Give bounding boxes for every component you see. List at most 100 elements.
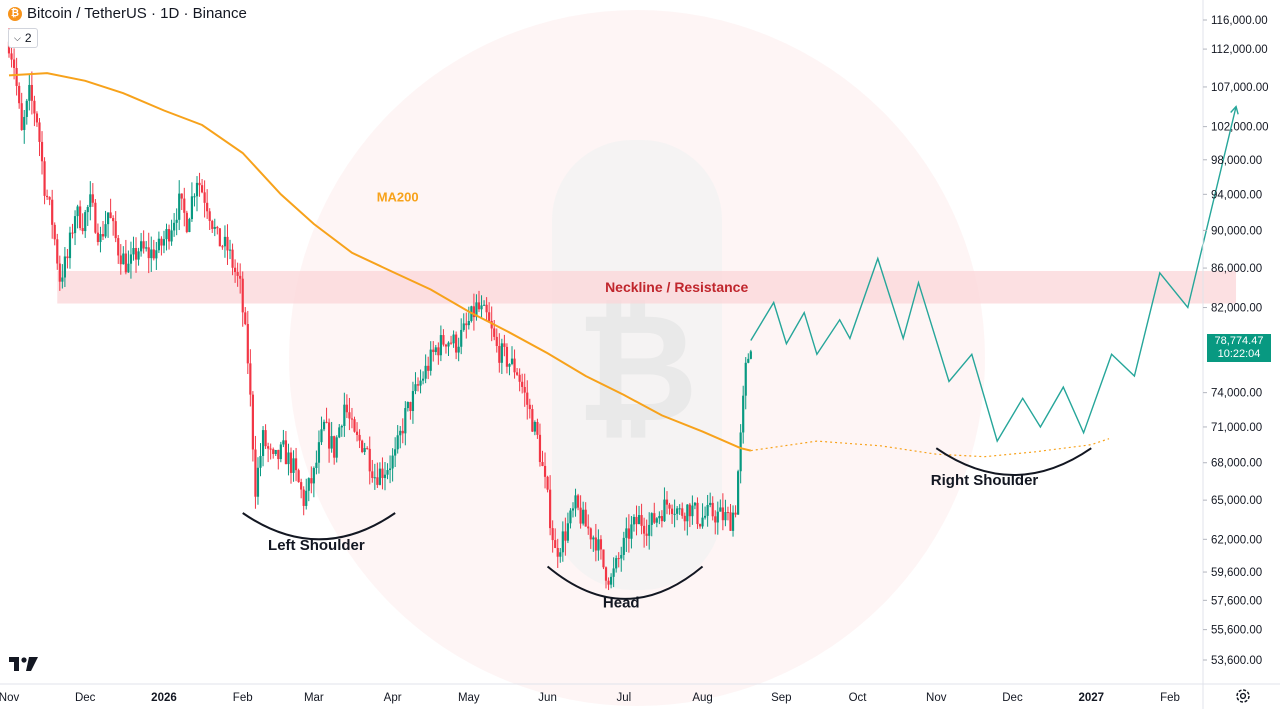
candle-body: [119, 255, 122, 265]
price-tick-label: 112,000.00: [1211, 44, 1268, 56]
candle-body: [404, 408, 407, 434]
candle-body: [249, 363, 252, 395]
candle-body: [462, 323, 465, 330]
candle-body: [132, 248, 135, 255]
candle-body: [561, 531, 564, 553]
candle-body: [134, 248, 138, 260]
candle-body: [739, 432, 742, 472]
candle-body: [127, 263, 130, 273]
candle-body: [190, 196, 194, 220]
candle-body: [609, 576, 613, 585]
candle-body: [256, 467, 260, 497]
candle-body: [368, 448, 371, 472]
candle-body: [627, 528, 630, 539]
neckline-zone-rect: [57, 270, 1237, 304]
candle-body: [582, 509, 585, 524]
candle-body: [12, 59, 16, 68]
annotations: Left Shoulder Head Right Shoulder MA200: [268, 189, 1038, 611]
candle-body: [434, 347, 437, 353]
projection-arrowhead: [1230, 105, 1239, 115]
symbol-header[interactable]: ₿ Bitcoin / TetherUS · 1D · Binance: [8, 5, 247, 22]
candle-body: [490, 320, 493, 329]
candle-body: [467, 320, 470, 326]
candle-body: [749, 351, 752, 359]
candle-body: [660, 516, 664, 522]
candle-body: [505, 346, 509, 367]
candle-body: [711, 502, 714, 517]
candle-body: [35, 113, 39, 123]
candle-body: [10, 53, 13, 60]
candle-body: [91, 194, 94, 203]
candle-body: [305, 490, 308, 506]
candle-body: [703, 515, 707, 518]
candle-body: [277, 449, 280, 460]
candle-body: [538, 434, 542, 463]
candle-body: [406, 402, 409, 409]
candle-body: [678, 508, 681, 510]
candle-body: [472, 306, 476, 318]
price-tick-label: 94,000.00: [1211, 189, 1262, 201]
candle-body: [200, 185, 204, 193]
ma200-line: [8, 72, 752, 452]
candle-body: [124, 253, 127, 273]
candle-body: [99, 234, 102, 243]
candle-body: [439, 335, 442, 356]
candle-body: [297, 470, 300, 483]
candle-body: [437, 347, 440, 356]
candle-body: [345, 404, 348, 413]
candle-body: [526, 392, 529, 405]
candle-body: [366, 448, 369, 450]
price-tick-label: 116,000.00: [1211, 15, 1268, 27]
candle-body: [632, 516, 636, 525]
candle-body: [396, 435, 399, 450]
pattern-arcs: [242, 447, 1092, 600]
candle-body: [23, 116, 26, 130]
candle-body: [28, 84, 31, 101]
candle-body: [371, 471, 374, 478]
candle-body: [38, 122, 41, 142]
last-price-tag: 78,774.47 10:22:04: [1207, 334, 1271, 362]
candle-body: [84, 212, 87, 232]
gear-icon[interactable]: [1234, 687, 1252, 705]
candle-body: [325, 421, 328, 423]
candle-body: [399, 430, 402, 436]
candle-body: [455, 334, 458, 353]
tradingview-logo-icon[interactable]: [9, 655, 39, 678]
bitcoin-icon: ₿: [8, 6, 22, 21]
watermark-shield: [552, 140, 722, 590]
candle-body: [681, 508, 684, 516]
indicator-count: 2: [24, 31, 32, 45]
candle-body: [206, 202, 209, 212]
candle-body: [592, 537, 595, 540]
candle-body: [320, 429, 323, 443]
price-tick-label: 90,000.00: [1211, 225, 1262, 237]
candle-body: [203, 192, 206, 203]
candle-body: [447, 342, 450, 347]
candle-body: [518, 374, 521, 382]
candle-body: [56, 239, 59, 264]
price-tick-label: 68,000.00: [1211, 458, 1262, 470]
candle-body: [244, 312, 247, 324]
candle-body: [216, 226, 219, 229]
candle-body: [193, 196, 196, 198]
candle-body: [401, 430, 404, 434]
time-tick-label: Sep: [771, 692, 791, 704]
candle-body: [488, 312, 491, 321]
candle-body: [122, 253, 125, 265]
candle-body: [620, 554, 623, 559]
candle-body: [381, 468, 384, 479]
candle-body: [228, 249, 232, 251]
candle-body: [221, 246, 224, 248]
candle-body: [152, 249, 155, 259]
indicators-toggle-button[interactable]: ⌵ 2: [8, 28, 38, 48]
candle-body: [114, 221, 117, 239]
ma200-projection-line: [750, 438, 1110, 458]
candle-body: [630, 524, 633, 539]
time-tick-label: Feb: [1160, 692, 1180, 704]
candle-body: [500, 343, 503, 363]
ma200-line: [8, 72, 1110, 458]
candle-body: [668, 504, 671, 509]
candle-body: [63, 256, 66, 278]
time-tick-label: Jun: [538, 692, 557, 704]
